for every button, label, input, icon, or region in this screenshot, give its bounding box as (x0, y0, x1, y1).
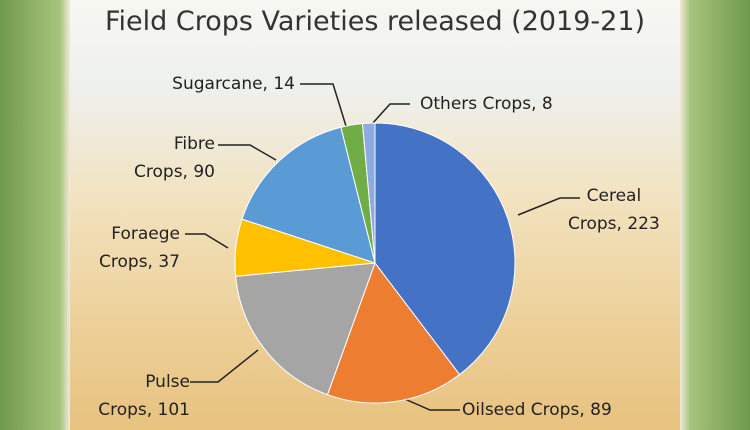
data-label: Cereal Crops, 223 (568, 186, 660, 234)
pie-slice (361, 122, 376, 264)
pie-slice (241, 126, 376, 264)
pie-slice (326, 261, 461, 404)
pie-slice (374, 122, 516, 376)
data-label: Foraege Crops, 37 (99, 224, 180, 272)
chart-title: Field Crops Varieties released (2019-21) (104, 6, 646, 37)
data-label: Others Crops, 8 (420, 94, 553, 114)
pie-slice (235, 262, 376, 396)
data-label: Fibre Crops, 90 (134, 134, 215, 182)
data-label: Pulse Crops, 101 (98, 372, 190, 420)
data-label: Oilseed Crops, 89 (462, 400, 612, 420)
data-label: Sugarcane, 14 (172, 74, 295, 94)
leader-lines (185, 83, 580, 411)
